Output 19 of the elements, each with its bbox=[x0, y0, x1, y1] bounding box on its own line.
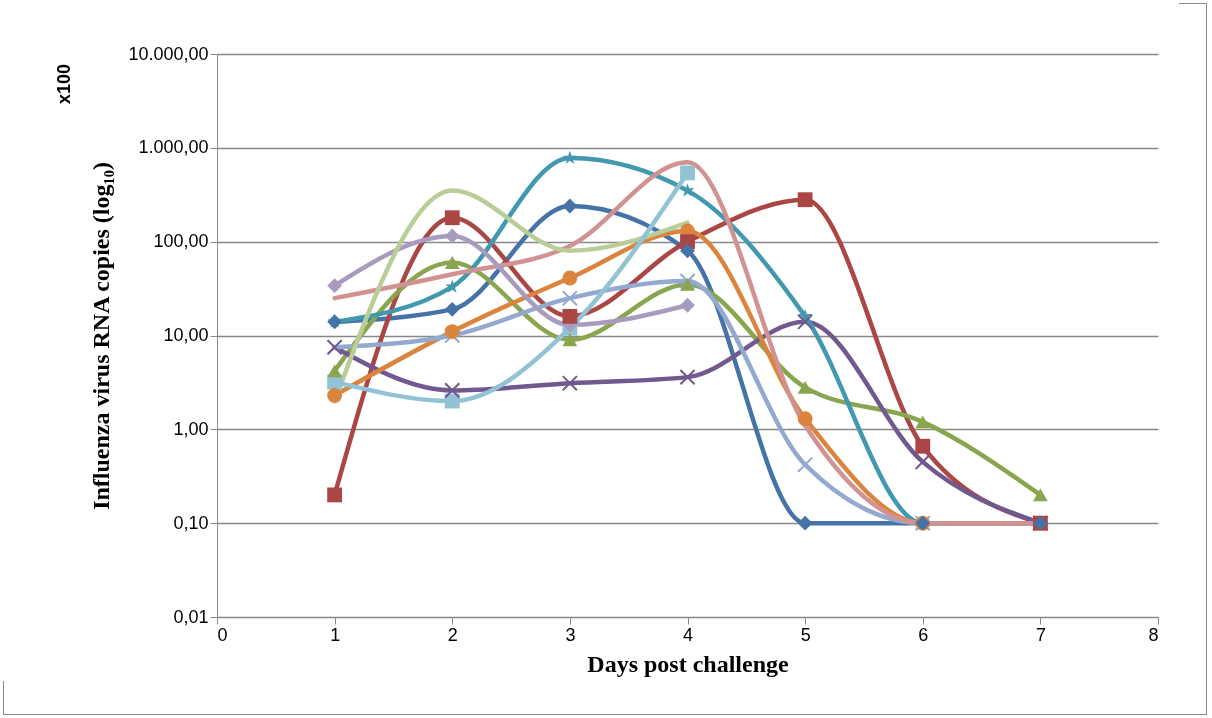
y-tick-label: 100,00 bbox=[153, 231, 209, 252]
y-tick-label: 0,01 bbox=[173, 606, 209, 627]
x-tick-label: 1 bbox=[330, 624, 341, 645]
y-tick-label: 1,00 bbox=[173, 418, 209, 439]
y-tick-label: 10.000,00 bbox=[128, 43, 209, 64]
x-tick-label: 8 bbox=[1148, 624, 1159, 645]
text: x100 bbox=[54, 63, 74, 105]
y-tick-label: 10,00 bbox=[163, 325, 209, 345]
x-tick-label: 0 bbox=[217, 624, 228, 645]
y-tick-label: 1.000,00 bbox=[138, 137, 209, 158]
x-axis-title: Days post challenge bbox=[587, 650, 790, 677]
x-tick-label: 4 bbox=[682, 624, 694, 645]
x-tick-label: 3 bbox=[565, 624, 576, 645]
x-tick-label: 7 bbox=[1035, 624, 1046, 645]
y-tick-label: 0,10 bbox=[173, 512, 209, 533]
y-axis-title: Influenza virus RNA copies (log₁₀) bbox=[88, 162, 115, 510]
x-tick-label: 2 bbox=[447, 624, 458, 645]
x-tick-label: 5 bbox=[800, 624, 811, 645]
x-tick-label: 6 bbox=[918, 624, 929, 645]
